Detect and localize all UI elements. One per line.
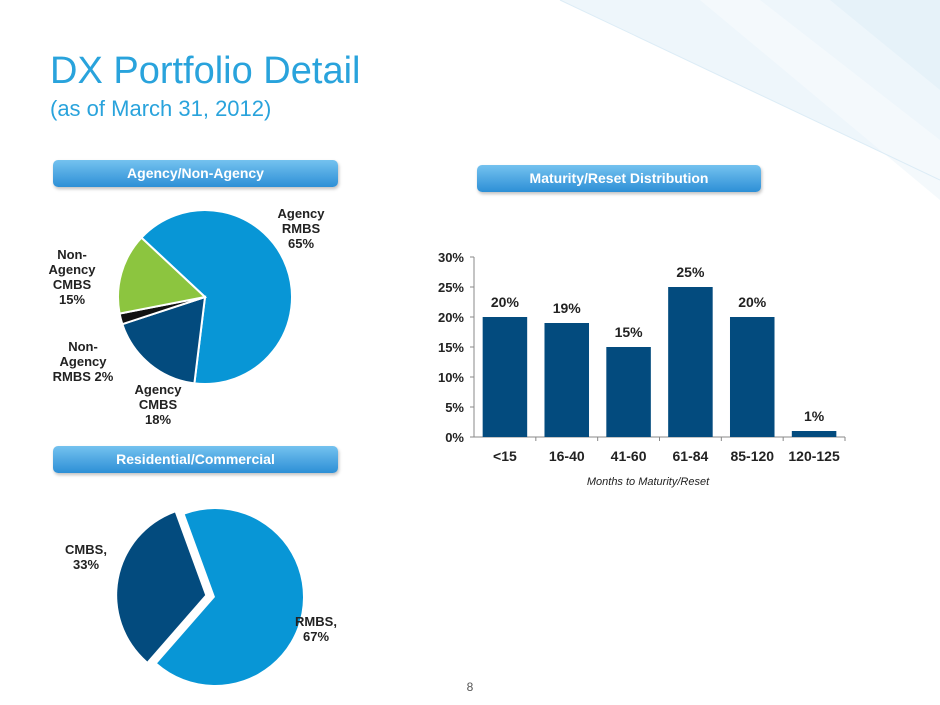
agency-pie-label: Non-Agency CMBS 15%: [49, 247, 97, 307]
x-tick-label: 85-120: [730, 448, 774, 464]
bar-value-label: 19%: [553, 300, 582, 316]
bar-chart-xlabel: Months to Maturity/Reset: [586, 476, 710, 488]
bar: [729, 317, 775, 437]
bar-value-label: 20%: [738, 294, 767, 310]
x-tick-label: 120-125: [788, 448, 840, 464]
bar-value-label: 20%: [491, 294, 520, 310]
bar-value-label: 15%: [615, 324, 644, 340]
residential-section-header: Residential/Commercial: [53, 446, 338, 473]
residential-pie-slice: [117, 512, 206, 662]
residential-pie-label: CMBS, 33%: [65, 542, 107, 572]
x-tick-label: 16-40: [549, 448, 585, 464]
bar-value-label: 25%: [676, 264, 705, 280]
y-tick-label: 30%: [438, 250, 464, 265]
y-tick-label: 25%: [438, 280, 464, 295]
agency-pie-label: Agency CMBS 18%: [135, 382, 183, 427]
agency-pie-slice: [117, 236, 208, 315]
agency-pie-label: Non-Agency RMBS 2%: [53, 339, 114, 384]
y-tick-label: 5%: [445, 400, 464, 415]
agency-section-header: Agency/Non-Agency: [53, 160, 338, 187]
x-tick-label: 61-84: [673, 448, 709, 464]
bar-value-label: 1%: [804, 408, 825, 424]
y-tick-label: 0%: [445, 430, 464, 445]
agency-pie-slice: [139, 209, 293, 385]
bar: [791, 431, 837, 437]
maturity-section-header: Maturity/Reset Distribution: [477, 165, 761, 192]
slide-title: DX Portfolio Detail: [50, 50, 361, 92]
x-tick-label: 41-60: [611, 448, 647, 464]
y-tick-label: 20%: [438, 310, 464, 325]
residential-pie-label: RMBS, 67%: [295, 614, 337, 644]
bar: [482, 317, 528, 437]
agency-pie-slice: [121, 295, 207, 385]
page-number: 8: [466, 680, 474, 694]
y-tick-label: 10%: [438, 370, 464, 385]
bar: [668, 287, 713, 437]
residential-pie-slice: [157, 509, 304, 686]
slide-subtitle: (as of March 31, 2012): [50, 96, 272, 121]
bar: [606, 347, 651, 437]
agency-pie-label: Agency RMBS 65%: [278, 206, 326, 251]
bar: [544, 323, 590, 437]
y-tick-label: 15%: [438, 340, 464, 355]
x-tick-label: <15: [493, 448, 517, 464]
